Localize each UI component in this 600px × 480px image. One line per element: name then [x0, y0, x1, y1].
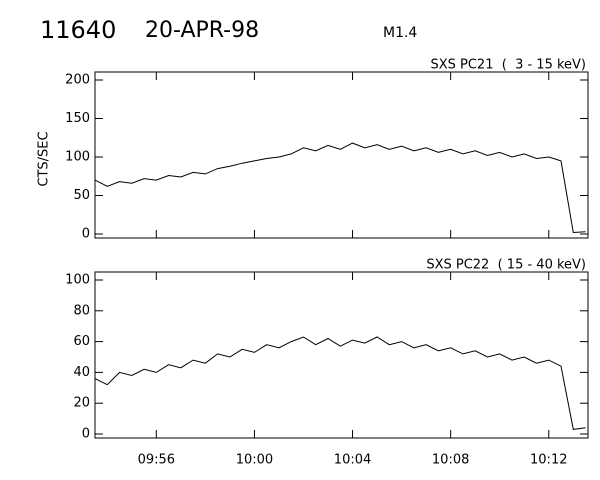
- x-tick-label: 09:56: [138, 453, 175, 468]
- y-tick-label: 200: [65, 73, 90, 88]
- y-axis-label: CTS/SEC: [37, 131, 52, 186]
- data-line: [94, 336, 586, 430]
- y-tick-label: 40: [73, 365, 90, 380]
- panel-title: SXS PC22 ( 15 - 40 keV): [426, 258, 586, 273]
- plot-frame: [94, 71, 589, 239]
- y-tick-label: 60: [73, 334, 90, 349]
- plot-frame: [94, 271, 589, 439]
- y-tick-label: 100: [65, 150, 90, 165]
- y-tick-label: 150: [65, 111, 90, 126]
- x-tick-label: 10:00: [236, 453, 273, 468]
- y-tick-label: 80: [73, 303, 90, 318]
- x-tick-label: 10:04: [334, 453, 371, 468]
- x-tick-label: 10:08: [432, 453, 469, 468]
- y-tick-label: 100: [65, 273, 90, 288]
- flare-class: M1.4: [383, 25, 417, 41]
- y-tick-label: 0: [82, 227, 90, 242]
- x-tick-label: 10:12: [530, 453, 567, 468]
- data-line: [94, 142, 586, 234]
- y-tick-label: 20: [73, 396, 90, 411]
- date: 20-APR-98: [145, 18, 259, 43]
- event-number: 11640: [40, 16, 116, 44]
- y-tick-label: 0: [82, 427, 90, 442]
- panel-title: SXS PC21 ( 3 - 15 keV): [430, 58, 586, 73]
- y-tick-label: 50: [73, 188, 90, 203]
